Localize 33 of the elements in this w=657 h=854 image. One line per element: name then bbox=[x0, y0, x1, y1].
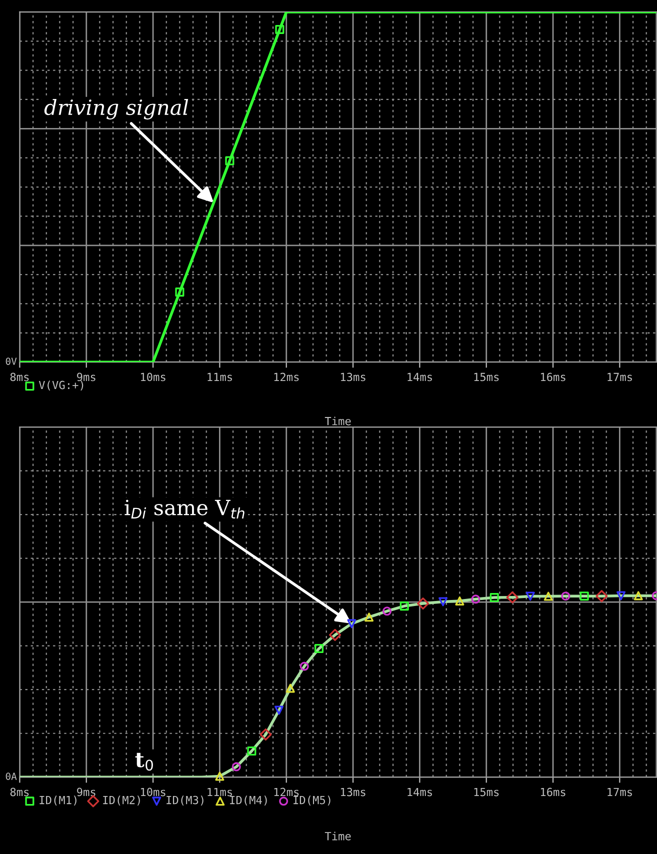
x-tick-label: 8ms bbox=[10, 372, 29, 382]
x-tick-label: 12ms bbox=[274, 372, 299, 382]
x-tick-label: 10ms bbox=[140, 372, 166, 382]
legend-label: V(VG:+) bbox=[38, 380, 84, 391]
annotation: 0A bbox=[6, 772, 17, 780]
x-tick-label: 11ms bbox=[208, 372, 232, 382]
x-axis-title: Time bbox=[324, 832, 351, 840]
x-tick-label: 17ms bbox=[608, 788, 632, 796]
x-tick-label: 15ms bbox=[474, 372, 499, 382]
x-tick-label: 13ms bbox=[340, 372, 366, 382]
x-tick-label: 12ms bbox=[274, 788, 299, 796]
x-tick-label: 14ms bbox=[408, 372, 432, 382]
legend-label: ID(M1) bbox=[40, 796, 76, 806]
x-tick-label: 9ms bbox=[77, 372, 96, 382]
annotation: driving signal bbox=[44, 98, 188, 120]
annotation: t$_{0}$ bbox=[135, 752, 153, 771]
x-tick-label: 15ms bbox=[474, 788, 499, 796]
x-tick-label: 8ms bbox=[10, 788, 29, 796]
legend-label: ID(M4) bbox=[230, 796, 267, 806]
x-tick-label: 10ms bbox=[140, 788, 166, 796]
annotation: i$_{Di}$ same V$_{th}$ bbox=[124, 500, 244, 518]
x-tick-label: 9ms bbox=[77, 788, 96, 796]
x-axis-title: Time bbox=[324, 416, 351, 426]
x-tick-label: 17ms bbox=[608, 372, 632, 382]
x-tick-label: 16ms bbox=[540, 372, 566, 382]
legend-label: ID(M2) bbox=[103, 796, 140, 806]
legend-label: ID(M5) bbox=[294, 796, 330, 806]
x-tick-label: 13ms bbox=[340, 788, 366, 796]
x-tick-label: 16ms bbox=[540, 788, 566, 796]
annotation: 0V bbox=[6, 358, 17, 365]
legend-label: ID(M3) bbox=[166, 796, 204, 806]
x-tick-label: 14ms bbox=[408, 788, 432, 796]
x-tick-label: 11ms bbox=[208, 788, 232, 796]
